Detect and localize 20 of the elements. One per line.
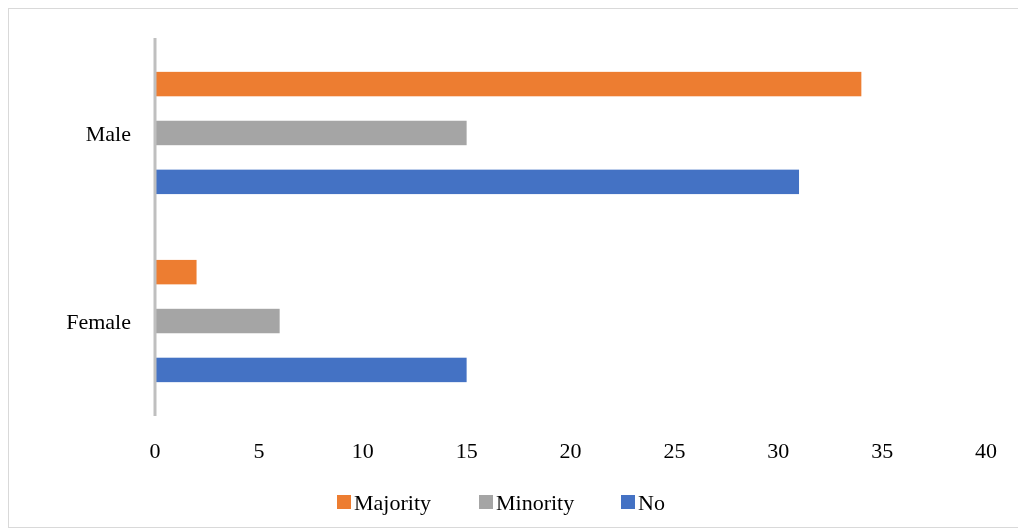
y-tick-label: Female xyxy=(66,309,131,335)
bar xyxy=(155,308,280,334)
bar xyxy=(155,120,467,146)
legend-label: No xyxy=(638,490,665,515)
x-tick-label: 10 xyxy=(351,438,374,463)
bar xyxy=(155,71,862,97)
x-tick-label: 35 xyxy=(871,438,894,463)
x-tick-label: 15 xyxy=(455,438,478,463)
bar xyxy=(155,357,467,383)
x-tick-label: 30 xyxy=(767,438,790,463)
x-tick-label: 20 xyxy=(559,438,582,463)
x-tick-label: 40 xyxy=(975,438,997,463)
bar xyxy=(155,169,800,195)
x-tick-label: 25 xyxy=(663,438,686,463)
y-tick-label: Male xyxy=(85,120,131,146)
legend-label: Majority xyxy=(354,490,431,515)
x-tick-label: 0 xyxy=(149,438,161,463)
x-tick-label: 5 xyxy=(253,438,265,463)
bar xyxy=(155,259,197,285)
legend-label: Minority xyxy=(496,490,575,515)
